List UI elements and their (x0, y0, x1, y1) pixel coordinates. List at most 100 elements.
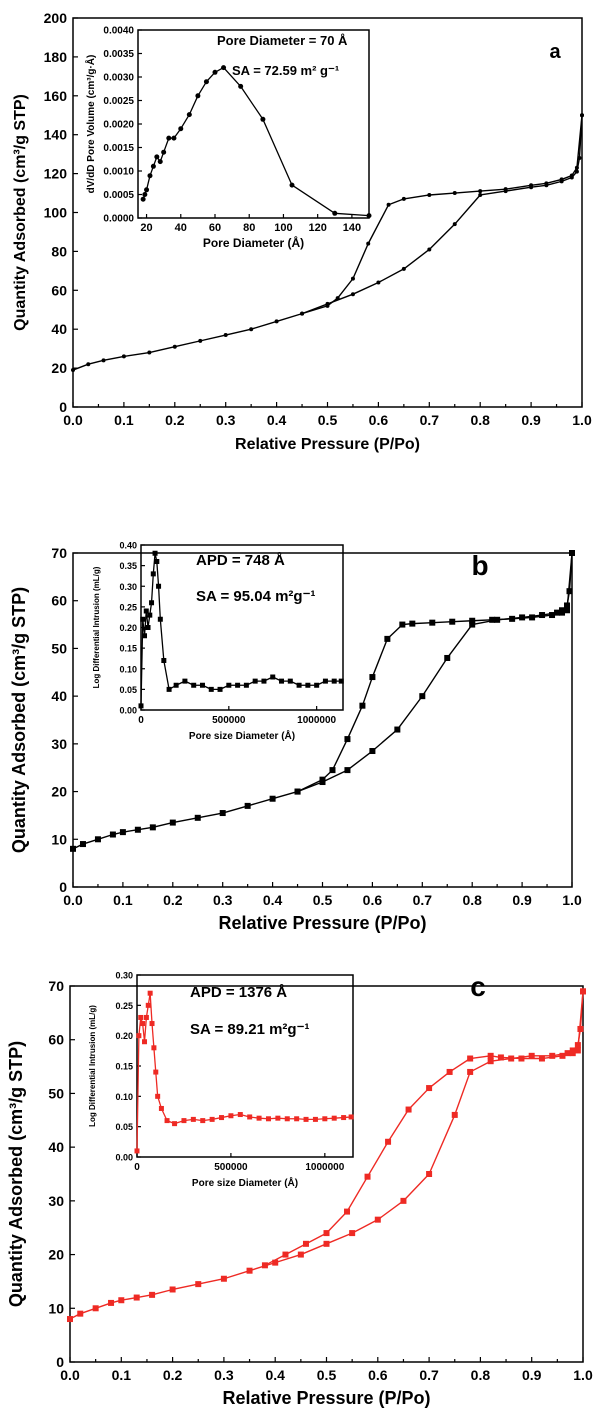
series-0 (71, 113, 584, 373)
inset-data-point (366, 213, 372, 219)
y-tick-label: 10 (51, 831, 67, 847)
inset-data-point (322, 1116, 328, 1122)
data-point (580, 113, 584, 118)
inset-data-point (221, 65, 227, 71)
data-point (401, 266, 406, 271)
x-tick-label: 0.9 (512, 892, 532, 908)
series-1 (300, 113, 584, 316)
x-tick-label: 1.0 (573, 1367, 593, 1383)
inset-data-point (140, 616, 146, 622)
x-tick-label: 0.4 (267, 412, 287, 428)
data-point (108, 1299, 115, 1306)
inset-data-point (166, 686, 172, 692)
data-point (405, 1106, 412, 1113)
chart-panel-c: 0.0 0.1 0.2 0.3 0.4 0.5 0.6 0.7 0.8 0.9 1.0 0 10 20 30… (6, 971, 593, 1409)
inset-data-point (322, 678, 328, 684)
inset-data-point (140, 1021, 146, 1027)
data-point (374, 1216, 381, 1223)
data-point (272, 1259, 279, 1266)
inset-series-line (136, 992, 352, 1151)
inset-data-point (151, 1045, 157, 1051)
inset-data-point (243, 682, 249, 688)
y-tick-label: 20 (51, 360, 67, 376)
data-point (489, 616, 496, 623)
x-tick-label: 0.2 (163, 1367, 183, 1383)
x-tick-label: 0.9 (521, 412, 541, 428)
y-tick-label: 30 (48, 1193, 64, 1209)
panel-letter: b (471, 550, 488, 581)
inset-data-point (199, 682, 205, 688)
x-tick-label: 0.4 (263, 892, 283, 908)
x-tick-label: 0.6 (369, 412, 389, 428)
inset-y-tick-label: 0.30 (115, 971, 133, 981)
data-point (559, 609, 566, 616)
data-point (580, 988, 586, 995)
x-tick-label: 0.3 (216, 412, 236, 428)
y-tick-label: 70 (48, 978, 64, 994)
data-point (518, 1055, 525, 1062)
data-point (538, 1055, 545, 1062)
data-point (133, 1294, 140, 1301)
inset-data-point (287, 678, 293, 684)
inset-x-tick-label: 100 (274, 222, 292, 234)
data-point (109, 831, 116, 838)
inset-data-point (161, 658, 167, 663)
x-tick-label: 0.5 (317, 1367, 337, 1383)
series-line (297, 552, 573, 793)
inset-data-point (136, 1033, 142, 1039)
inset-data-point (138, 703, 144, 709)
y-tick-label: 40 (51, 321, 67, 337)
inset-series-line (140, 552, 342, 706)
inset-data-point (142, 192, 148, 197)
inset-data-point (182, 678, 188, 684)
data-point (302, 1240, 309, 1247)
inset-y-axis-label: dV/dD Pore Volume (cm³/g·Å) (84, 55, 97, 194)
inset-x-tick-label: 1000000 (297, 715, 336, 726)
data-point (427, 247, 432, 252)
inset-data-point (158, 1105, 164, 1111)
inset-data-point (235, 682, 241, 688)
data-point (323, 1240, 330, 1247)
data-point (359, 702, 366, 709)
x-tick-label: 0.1 (112, 1367, 132, 1383)
series-1 (294, 550, 575, 795)
x-tick-label: 0.4 (265, 1367, 285, 1383)
inset-x-tick-label: 0 (138, 715, 144, 726)
series-0 (70, 550, 575, 852)
data-point (274, 319, 279, 324)
data-point (121, 354, 126, 359)
data-point (549, 612, 556, 619)
inset-x-axis-label: Pore size Diameter (Å) (192, 1176, 298, 1189)
data-point (297, 1251, 304, 1258)
data-point (452, 191, 457, 196)
data-point (386, 202, 391, 207)
data-point (77, 1310, 84, 1317)
inset-y-tick-label: 0.00 (119, 706, 137, 716)
data-point (529, 614, 536, 621)
x-tick-label: 0.3 (214, 1367, 234, 1383)
x-tick-label: 1.0 (562, 892, 582, 908)
inset-data-point (145, 1002, 151, 1008)
inset-frame (136, 974, 354, 1158)
data-point (554, 609, 561, 616)
inset-data-point (289, 182, 295, 188)
data-point (569, 1050, 576, 1057)
data-point (282, 1251, 289, 1258)
series-line (72, 115, 583, 371)
series-1 (261, 988, 586, 1269)
data-point (323, 1230, 330, 1237)
data-point (344, 1208, 351, 1215)
data-point (569, 173, 574, 178)
series-line (264, 991, 584, 1266)
inset-data-point (303, 1116, 309, 1122)
data-point (419, 693, 426, 700)
inset-y-tick-label: 0.0020 (103, 120, 134, 131)
inset-data-point (312, 1116, 318, 1122)
inset-x-tick-label: 120 (308, 222, 326, 234)
data-point (569, 550, 575, 556)
y-axis-label: Quantity Adsorbed (cm³/g STP) (12, 94, 29, 331)
inset-data-point (143, 608, 149, 614)
data-point (564, 1050, 571, 1057)
data-point (384, 635, 391, 642)
